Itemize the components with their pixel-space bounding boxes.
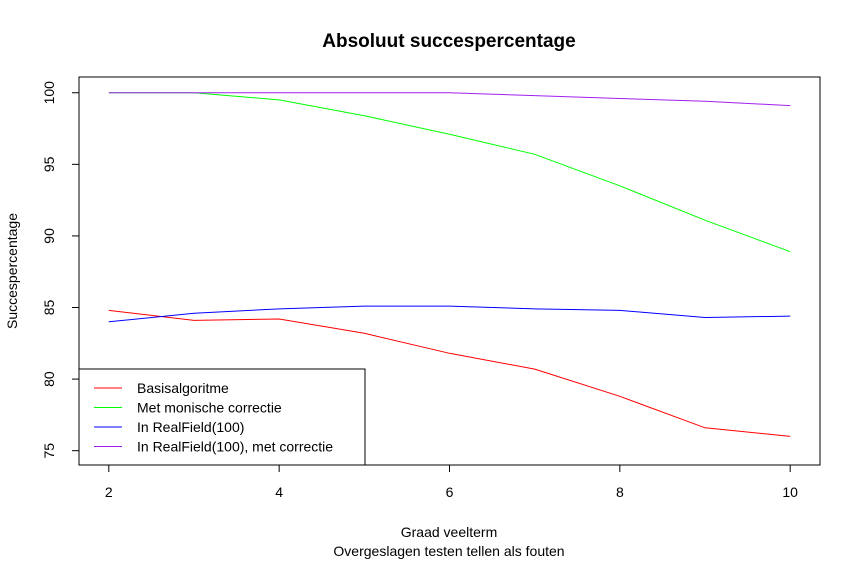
- legend-label: In RealField(100): [137, 419, 244, 435]
- x-tick-label: 4: [275, 484, 283, 500]
- series-line-2: [108, 92, 791, 253]
- y-tick-label: 85: [41, 300, 57, 316]
- x-axis: 2 4 6 8 10: [105, 464, 798, 500]
- y-axis-label: Succespercentage: [4, 213, 20, 329]
- legend-box: [78, 368, 366, 466]
- legend-label: Basisalgoritme: [137, 380, 229, 396]
- chart-title: Absoluut succespercentage: [322, 31, 575, 52]
- y-axis: 75 80 85 90 95 100: [41, 81, 80, 459]
- legend-label: Met monische correctie: [137, 400, 282, 416]
- y-tick-label: 80: [41, 371, 57, 387]
- legend: Basisalgoritme Met monische correctie In R…: [78, 368, 366, 466]
- y-tick-label: 75: [41, 443, 57, 459]
- x-axis-label: Graad veelterm: [401, 524, 497, 540]
- x-tick-label: 6: [446, 484, 454, 500]
- y-tick-label: 100: [41, 81, 57, 105]
- x-axis-sublabel: Overgeslagen testen tellen als fouten: [333, 543, 564, 559]
- series-layer: [108, 92, 791, 437]
- series-line-1: [108, 309, 791, 437]
- legend-label: In RealField(100), met correctie: [137, 439, 333, 455]
- series-line-3: [108, 305, 791, 323]
- x-tick-label: 8: [616, 484, 624, 500]
- series-line-4: [108, 92, 791, 107]
- x-tick-label: 2: [105, 484, 113, 500]
- x-tick-label: 10: [782, 484, 798, 500]
- y-tick-label: 90: [41, 228, 57, 244]
- y-tick-label: 95: [41, 156, 57, 172]
